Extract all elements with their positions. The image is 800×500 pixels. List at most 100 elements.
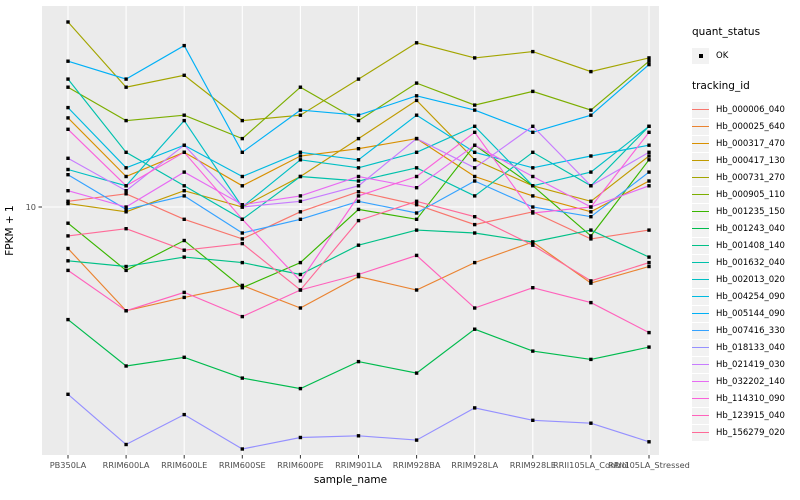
x-tick-labels: PB350LA RRIM600LA RRIM600LE RRIM600SE RRIM60… bbox=[50, 460, 690, 470]
x-tick-label: RRII105LA_Control bbox=[553, 460, 629, 470]
data-point bbox=[647, 130, 651, 134]
data-point bbox=[647, 228, 651, 232]
data-point bbox=[298, 435, 303, 440]
data-point bbox=[240, 118, 244, 123]
legend-item-Hb_000731_270: Hb_000731_270 bbox=[692, 169, 798, 186]
x-tick-label: RRIM928BA bbox=[393, 460, 441, 470]
data-point bbox=[124, 192, 128, 196]
data-point bbox=[473, 306, 477, 310]
data-point bbox=[182, 412, 186, 417]
data-point bbox=[647, 143, 651, 147]
data-point bbox=[66, 20, 70, 24]
data-point bbox=[356, 194, 361, 198]
data-point bbox=[414, 228, 419, 232]
legend-item-Hb_018133_040: Hb_018133_040 bbox=[692, 339, 798, 356]
data-point bbox=[356, 174, 361, 179]
legend-title-quant-status: quant_status bbox=[692, 26, 761, 38]
legend-item-Hb_002013_020: Hb_002013_020 bbox=[692, 271, 798, 288]
data-point bbox=[647, 62, 651, 67]
data-point bbox=[356, 179, 361, 183]
data-point bbox=[298, 306, 303, 310]
legend-key bbox=[692, 356, 709, 373]
data-point bbox=[589, 170, 593, 174]
legend-item-label: Hb_000025_640 bbox=[716, 121, 785, 132]
legend-key bbox=[692, 407, 709, 424]
line-chart: PB350LA RRIM600LA RRIM600LE RRIM600SE RRIM60… bbox=[4, 6, 690, 486]
data-point bbox=[182, 189, 186, 193]
data-point bbox=[647, 158, 651, 162]
data-point bbox=[240, 231, 244, 235]
legend-line-swatch bbox=[692, 329, 709, 332]
legend-item-label: Hb_021419_030 bbox=[716, 359, 785, 370]
data-point bbox=[124, 205, 128, 209]
data-point bbox=[647, 255, 651, 259]
data-point bbox=[356, 77, 361, 81]
data-point bbox=[531, 349, 535, 353]
legend-key bbox=[692, 305, 709, 322]
legend-line-swatch bbox=[692, 193, 709, 196]
data-point bbox=[414, 94, 419, 98]
legend-line-swatch bbox=[692, 227, 709, 230]
legend-line-swatch bbox=[692, 159, 709, 162]
data-point bbox=[182, 255, 186, 259]
data-point bbox=[124, 210, 128, 214]
x-tick-label: RRIM901LA bbox=[335, 460, 382, 470]
legend-item-Hb_156279_020: Hb_156279_020 bbox=[692, 424, 798, 441]
data-point bbox=[66, 246, 70, 251]
data-point bbox=[182, 150, 186, 154]
legend-item-Hb_005144_090: Hb_005144_090 bbox=[692, 305, 798, 322]
data-point bbox=[589, 279, 593, 283]
data-point bbox=[647, 59, 651, 63]
data-point bbox=[66, 105, 70, 110]
legend-key bbox=[692, 118, 709, 135]
data-point bbox=[531, 418, 535, 422]
data-point bbox=[356, 184, 361, 188]
data-point bbox=[531, 286, 535, 290]
legend-line-swatch bbox=[692, 210, 709, 213]
data-point bbox=[531, 166, 535, 170]
data-point bbox=[182, 118, 186, 123]
data-point bbox=[414, 371, 419, 375]
data-point bbox=[124, 264, 128, 269]
legend-key bbox=[692, 390, 709, 407]
data-point bbox=[182, 113, 186, 117]
legend-item-Hb_001243_040: Hb_001243_040 bbox=[692, 220, 798, 237]
legend-key bbox=[692, 424, 709, 441]
data-point bbox=[414, 150, 419, 154]
data-point bbox=[182, 170, 186, 174]
data-point bbox=[473, 56, 477, 60]
data-point bbox=[182, 248, 186, 252]
legend-line-swatch bbox=[692, 312, 709, 315]
legend-item-label: Hb_000317_470 bbox=[716, 138, 785, 149]
data-point bbox=[124, 150, 128, 154]
data-point bbox=[473, 150, 477, 154]
data-point bbox=[647, 330, 651, 335]
data-point bbox=[182, 73, 186, 77]
legend-item-label: Hb_007416_330 bbox=[716, 325, 785, 336]
legend-item-label: Hb_018133_040 bbox=[716, 342, 785, 353]
data-point bbox=[473, 215, 477, 219]
legend-line-swatch bbox=[692, 278, 709, 281]
data-point bbox=[240, 314, 244, 319]
x-tick-label: RRIM600LE bbox=[161, 460, 207, 470]
legend-item-Hb_000025_640: Hb_000025_640 bbox=[692, 118, 798, 135]
x-tick-label: RRII105LA_Stressed bbox=[608, 460, 690, 470]
legend-item-Hb_114310_090: Hb_114310_090 bbox=[692, 390, 798, 407]
data-point bbox=[66, 77, 70, 81]
y-tick-label: 10 bbox=[26, 202, 36, 212]
data-point bbox=[66, 173, 70, 177]
data-point bbox=[66, 189, 70, 193]
data-point bbox=[124, 118, 128, 123]
data-point bbox=[182, 43, 186, 48]
data-point bbox=[647, 264, 651, 269]
legend-item-Hb_004254_090: Hb_004254_090 bbox=[692, 288, 798, 305]
legend-items: Hb_000006_040 Hb_000025_640 Hb_000317_470 H… bbox=[692, 101, 798, 441]
data-point bbox=[473, 143, 477, 147]
data-point bbox=[647, 154, 651, 158]
data-point bbox=[589, 421, 593, 425]
x-tick-label: RRIM928LE bbox=[510, 460, 556, 470]
data-point bbox=[240, 286, 244, 290]
data-point bbox=[531, 89, 535, 94]
data-point bbox=[589, 108, 593, 112]
data-point bbox=[531, 194, 535, 198]
